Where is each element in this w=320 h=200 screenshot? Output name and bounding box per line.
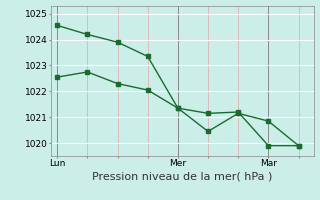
X-axis label: Pression niveau de la mer( hPa ): Pression niveau de la mer( hPa ) [92,171,273,181]
